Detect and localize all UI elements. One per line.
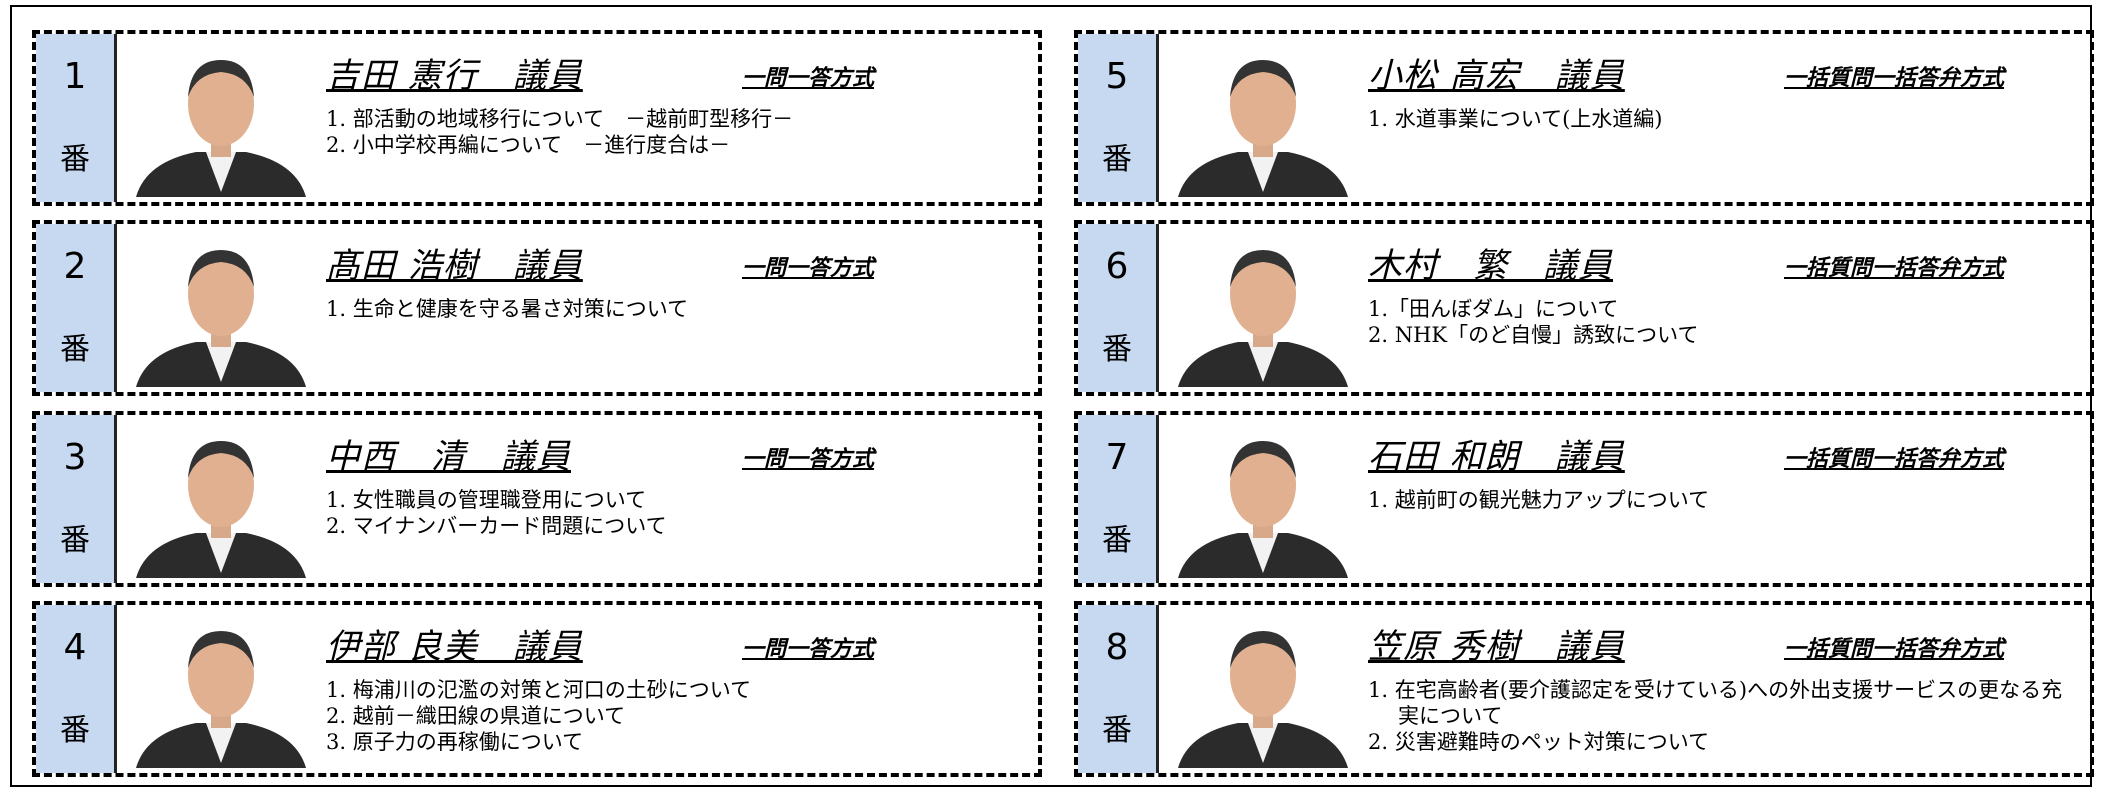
portrait [126,232,316,387]
member-name: 髙田 浩樹 議員 [326,246,583,286]
question-list: 1.「田んぼダム」について 2. NHK「のど自慢」誘致について [1368,296,2082,348]
portrait [1168,613,1358,768]
member-card: 8 番笠原 秀樹 議員 一括質問一括答弁方式 1. 在宅高齢者(要介護認定を受けている… [1074,601,2094,777]
member-card: 5 番小松 高宏 議員 一括質問一括答弁方式 1. 水道事業について(上水道編) [1074,30,2094,206]
member-name: 石田 和朗 議員 [1368,437,1625,477]
outer-frame [10,5,2092,787]
member-name: 小松 高宏 議員 [1368,56,1625,96]
member-card: 4 番伊部 良美 議員 一問一答方式 1. 梅浦川の氾濫の対策と河口の土砂について 2.… [32,601,1042,777]
member-name: 木村 繁 議員 [1368,246,1613,286]
question-item: 1. 在宅高齢者(要介護認定を受けている)への外出支援サービスの更なる充実につい… [1368,678,2063,728]
question-list: 1. 在宅高齢者(要介護認定を受けている)への外出支援サービスの更なる充実につい… [1368,677,2082,755]
order-number: 1 [63,56,87,97]
order-suffix: 番 [1102,713,1132,748]
portrait [126,613,316,768]
question-item: 2. NHK「のど自慢」誘致について [1368,323,1699,347]
question-item: 1. 女性職員の管理職登用について [326,488,647,512]
order-suffix: 番 [60,523,90,558]
portrait [1168,232,1358,387]
question-format: 一問一答方式 [742,66,875,91]
member-card: 7 番石田 和朗 議員 一括質問一括答弁方式 1. 越前町の観光魅力アップについて [1074,411,2094,587]
question-list: 1. 女性職員の管理職登用について 2. マイナンバーカード問題について [326,487,1030,539]
portrait [126,423,316,578]
question-item: 1. 越前町の観光魅力アップについて [1368,488,1710,512]
order-suffix: 番 [60,142,90,177]
member-card: 6 番木村 繁 議員 一括質問一括答弁方式 1.「田んぼダム」について 2. NHK「の… [1074,220,2094,396]
question-item: 1.「田んぼダム」について [1368,297,1619,321]
order-suffix: 番 [1102,523,1132,558]
member-name: 吉田 憲行 議員 [326,56,583,96]
question-item: 2. 小中学校再編について －進行度合は－ [326,133,731,157]
member-name: 伊部 良美 議員 [326,627,583,667]
question-format: 一括質問一括答弁方式 [1784,637,2005,662]
member-name: 笠原 秀樹 議員 [1368,627,1625,667]
question-list: 1. 越前町の観光魅力アップについて [1368,487,2082,513]
portrait [126,42,316,197]
order-number: 6 [1105,246,1129,287]
question-item: 1. 梅浦川の氾濫の対策と河口の土砂について [326,678,752,702]
order-suffix: 番 [60,332,90,367]
question-item: 2. 越前－織田線の県道について [326,704,626,728]
question-item: 1. 水道事業について(上水道編) [1368,107,1663,131]
question-format: 一問一答方式 [742,637,875,662]
question-format: 一問一答方式 [742,447,875,472]
order-suffix: 番 [60,713,90,748]
portrait [1168,42,1358,197]
question-item: 1. 部活動の地域移行について －越前町型移行－ [326,107,794,131]
question-format: 一括質問一括答弁方式 [1784,256,2005,281]
order-number: 4 [63,627,87,668]
question-list: 1. 部活動の地域移行について －越前町型移行－ 2. 小中学校再編について －進… [326,106,1030,158]
question-list: 1. 梅浦川の氾濫の対策と河口の土砂について 2. 越前－織田線の県道について 3.… [326,677,1030,755]
order-number: 8 [1105,627,1129,668]
order-suffix: 番 [1102,332,1132,367]
order-suffix: 番 [1102,142,1132,177]
question-list: 1. 水道事業について(上水道編) [1368,106,2082,132]
question-item: 1. 生命と健康を守る暑さ対策について [326,297,689,321]
order-number: 2 [63,246,87,287]
question-list: 1. 生命と健康を守る暑さ対策について [326,296,1030,322]
question-item: 2. マイナンバーカード問題について [326,514,667,538]
order-number: 5 [1105,56,1129,97]
question-format: 一括質問一括答弁方式 [1784,447,2005,472]
member-card: 1 番吉田 憲行 議員 一問一答方式 1. 部活動の地域移行について －越前町型移行－… [32,30,1042,206]
member-card: 2 番髙田 浩樹 議員 一問一答方式 1. 生命と健康を守る暑さ対策について [32,220,1042,396]
question-format: 一問一答方式 [742,256,875,281]
member-card: 3 番中西 清 議員 一問一答方式 1. 女性職員の管理職登用について 2. マイナンバ… [32,411,1042,587]
member-name: 中西 清 議員 [326,437,571,477]
question-item: 3. 原子力の再稼働について [326,730,584,754]
question-format: 一括質問一括答弁方式 [1784,66,2005,91]
order-number: 3 [63,437,87,478]
order-number: 7 [1105,437,1129,478]
question-item: 2. 災害避難時のペット対策について [1368,730,1710,754]
portrait [1168,423,1358,578]
